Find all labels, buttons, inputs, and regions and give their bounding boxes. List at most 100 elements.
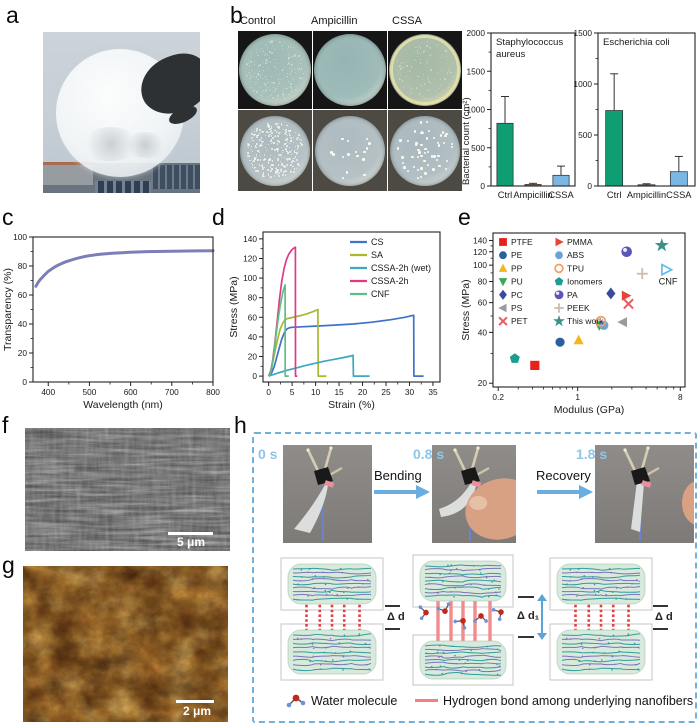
svg-text:20: 20 [248, 352, 258, 362]
svg-text:100: 100 [13, 232, 27, 242]
delta-d1-label: Δ d₁ [517, 610, 540, 622]
svg-text:CSSA-2h (wet): CSSA-2h (wet) [371, 263, 431, 273]
svg-text:140: 140 [473, 235, 487, 245]
delta-d-label-right: Δ d [655, 611, 673, 623]
film-haze [81, 127, 141, 161]
panel-h-border [252, 432, 697, 723]
nanofiber-schematic-initial [280, 557, 384, 681]
stress-modulus-scatter: 20 40 60 80 100 120 140 0.2 1 8 CNF PTFE PE PP PU PC PS P… [460, 232, 686, 416]
building [95, 181, 151, 193]
svg-text:100: 100 [473, 260, 487, 270]
svg-text:This work: This work [567, 316, 604, 326]
svg-text:PTFE: PTFE [511, 237, 533, 247]
svg-text:40: 40 [478, 327, 488, 337]
svg-text:20: 20 [18, 348, 28, 358]
svg-text:700: 700 [165, 387, 179, 397]
sem-image: 5 μm [25, 428, 230, 551]
svg-text:Strain (%): Strain (%) [328, 399, 375, 411]
delta-tick [385, 628, 400, 630]
panel-label-f: f [2, 412, 9, 438]
svg-text:0: 0 [22, 377, 27, 387]
building [43, 162, 93, 185]
scale-bar-label: 5 μm [177, 535, 206, 549]
petri-dish [238, 31, 312, 109]
svg-text:ABS: ABS [567, 250, 584, 260]
water-molecule-icon [286, 694, 306, 708]
panel-label-b: b [230, 2, 243, 28]
scale-bar [168, 532, 213, 535]
svg-text:1000: 1000 [467, 105, 486, 115]
petri-dish [313, 110, 387, 191]
timestamp-0-8s: 0.8 s [413, 446, 445, 462]
svg-text:60: 60 [478, 298, 488, 308]
bending-photo-1-8s [595, 445, 694, 543]
svg-text:120: 120 [243, 253, 257, 263]
svg-text:PC: PC [511, 290, 523, 300]
panel-label-d: d [212, 204, 225, 230]
delta-tick [653, 628, 668, 630]
svg-text:40: 40 [18, 319, 28, 329]
svg-text:20: 20 [478, 378, 488, 388]
dish-column-label-ampicillin: Ampicillin [311, 15, 358, 27]
svg-text:Ctrl: Ctrl [607, 190, 621, 200]
svg-text:Transparency (%): Transparency (%) [2, 268, 14, 351]
building [151, 165, 200, 189]
svg-text:30: 30 [405, 387, 415, 397]
bending-photo-0s [283, 445, 372, 543]
timestamp-1-8s: 1.8 s [576, 446, 608, 462]
petri-dish-grid [238, 31, 462, 191]
svg-text:1500: 1500 [467, 66, 486, 76]
delta-tick [653, 605, 668, 607]
svg-text:80: 80 [478, 277, 488, 287]
petri-dish [388, 110, 462, 191]
svg-text:40: 40 [248, 332, 258, 342]
svg-text:1000: 1000 [574, 79, 593, 89]
scale-bar-label: 2 μm [183, 704, 212, 718]
scale-bar [176, 700, 214, 703]
bending-photo-0-8s [432, 445, 516, 543]
svg-text:aureus: aureus [496, 49, 526, 60]
bar-chart-e-coli: 0 500 1000 1500 Ctrl Ampicillin CSSA Escherichi… [574, 28, 696, 200]
panel-label-a: a [6, 2, 19, 28]
svg-text:8: 8 [678, 392, 683, 402]
svg-text:PU: PU [511, 277, 523, 287]
svg-text:SA: SA [371, 250, 383, 260]
petri-dish [238, 110, 312, 191]
svg-text:PA: PA [567, 290, 578, 300]
svg-text:Stress (MPa): Stress (MPa) [460, 279, 472, 340]
nanofiber-schematic-bent [412, 554, 514, 686]
petri-dish [388, 31, 462, 109]
svg-text:0: 0 [587, 181, 592, 191]
svg-text:Staphylococcus: Staphylococcus [496, 37, 563, 48]
svg-text:80: 80 [18, 261, 28, 271]
svg-text:500: 500 [578, 130, 592, 140]
panel-label-h: h [234, 412, 247, 438]
bending-label: Bending [374, 468, 422, 483]
svg-text:0.2: 0.2 [492, 392, 504, 402]
svg-text:Modulus (GPa): Modulus (GPa) [554, 404, 625, 416]
delta-tick [518, 636, 534, 638]
svg-text:140: 140 [243, 234, 257, 244]
svg-text:CNF: CNF [371, 289, 390, 299]
svg-text:400: 400 [41, 387, 55, 397]
svg-text:120: 120 [473, 247, 487, 257]
svg-text:20: 20 [358, 387, 368, 397]
svg-text:100: 100 [243, 273, 257, 283]
delta-d-label-left: Δ d [387, 611, 405, 623]
svg-text:800: 800 [206, 387, 220, 397]
stress-strain-chart: 0 20 40 60 80 100 120 140 0 5 10 15 20 25 30 35 CS SA CSSA… [228, 231, 441, 411]
svg-text:0: 0 [480, 181, 485, 191]
svg-text:35: 35 [428, 387, 438, 397]
svg-text:CNF: CNF [659, 277, 678, 287]
hydrogen-bond-legend-label: Hydrogen bond among underlying nanofiber… [443, 694, 694, 708]
dish-column-label-control: Control [240, 15, 276, 27]
svg-text:1500: 1500 [574, 28, 593, 38]
panel-label-c: c [2, 204, 14, 230]
svg-text:PE: PE [511, 250, 523, 260]
dish-column-label-cssa: CSSA [392, 15, 422, 27]
bending-arrow-icon [374, 485, 430, 499]
svg-text:PS: PS [511, 303, 523, 313]
afm-image: 2 μm [23, 566, 228, 722]
nanofiber-schematic-recovered [549, 557, 653, 681]
